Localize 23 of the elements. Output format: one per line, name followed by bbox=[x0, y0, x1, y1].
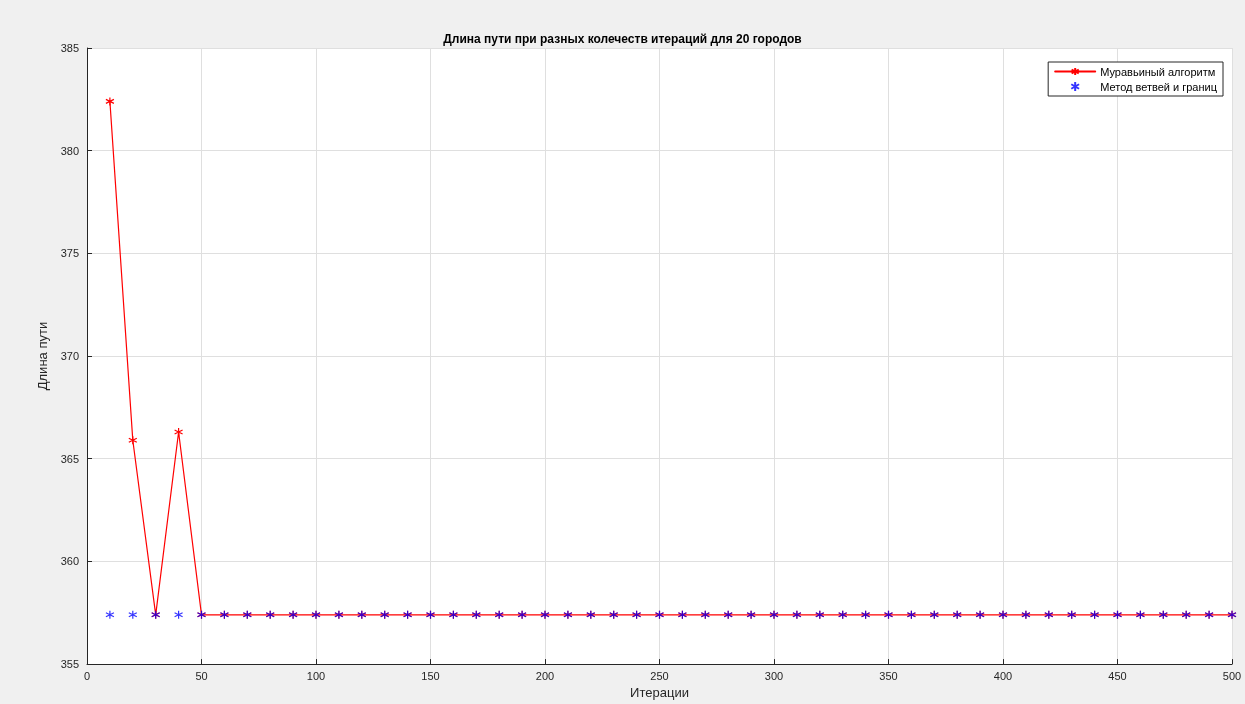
x-tick-label: 100 bbox=[306, 669, 326, 682]
x-tick-label: 350 bbox=[879, 669, 898, 682]
y-tick-label: 375 bbox=[60, 247, 79, 260]
x-tick-label: 450 bbox=[1108, 669, 1127, 682]
y-tick-label: 370 bbox=[60, 350, 79, 363]
legend-label: Муравьиный алгоритм bbox=[1100, 65, 1216, 78]
x-tick-label: 0 bbox=[83, 669, 91, 682]
x-tick-label: 50 bbox=[195, 669, 208, 682]
legend-label: Метод ветвей и границ bbox=[1100, 80, 1218, 93]
x-tick-label: 300 bbox=[764, 669, 784, 682]
y-tick-label: 380 bbox=[60, 144, 79, 157]
y-tick-label: 365 bbox=[60, 452, 79, 465]
x-tick-label: 200 bbox=[535, 669, 555, 682]
chart-title: Длина пути при разных колечеств итераций для 20 городов bbox=[443, 32, 802, 46]
x-tick-label: 400 bbox=[993, 669, 1013, 682]
y-axis-title: Длина пути bbox=[35, 321, 50, 391]
y-tick-label: 360 bbox=[60, 555, 79, 568]
x-tick-label: 150 bbox=[421, 669, 440, 682]
x-tick-label: 250 bbox=[650, 669, 669, 682]
y-tick-label: 385 bbox=[60, 42, 79, 54]
x-tick-label: 500 bbox=[1222, 669, 1242, 682]
y-tick-label: 355 bbox=[60, 658, 79, 671]
x-axis-title: Итерации bbox=[630, 685, 689, 700]
